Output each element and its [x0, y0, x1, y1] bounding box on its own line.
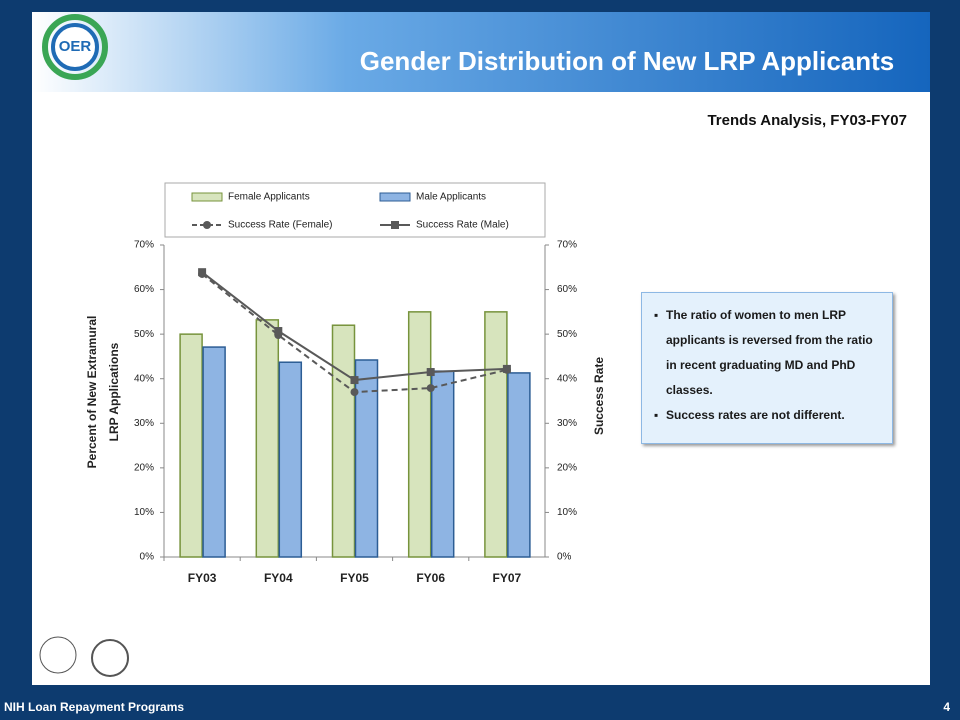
yticks-label: 30%: [134, 418, 154, 429]
legend-label: Female Applicants: [228, 192, 310, 203]
bar: [507, 372, 531, 558]
legend-swatch: [191, 192, 223, 202]
y2-axis-label: Success Rate: [592, 357, 606, 435]
yticks-label: 40%: [134, 373, 154, 384]
yticks-label: 20%: [134, 462, 154, 473]
bar: [179, 333, 203, 558]
legend-label: Success Rate (Male): [416, 220, 509, 231]
yticks-label: 0%: [140, 552, 155, 563]
slide-title: Gender Distribution of New LRP Applicant…: [360, 46, 895, 76]
y2ticks-label: 40%: [557, 373, 577, 384]
logo-text: OER: [59, 38, 92, 55]
bullet-box: The ratio of women to men LRP applicants…: [641, 292, 893, 444]
yticks-label: 60%: [134, 284, 154, 295]
hhs-logo: [39, 636, 77, 674]
x-tick-label: FY04: [264, 571, 293, 585]
x-tick-label: FY05: [340, 571, 369, 585]
bar: [255, 319, 280, 558]
bar: [354, 359, 379, 558]
subtitle: Trends Analysis, FY03-FY07: [707, 112, 907, 129]
bar: [202, 346, 226, 558]
y2ticks-label: 10%: [557, 507, 577, 518]
legend-swatch: [379, 192, 411, 202]
y2ticks-label: 70%: [557, 240, 577, 251]
bar: [484, 311, 508, 558]
yticks-label: 70%: [134, 240, 154, 251]
legend-marker: [203, 221, 211, 229]
header-bar: [32, 12, 930, 92]
legend-label: Male Applicants: [416, 192, 486, 203]
bullet: The ratio of women to men LRP applicants…: [654, 303, 880, 403]
y2ticks-label: 20%: [557, 462, 577, 473]
y-axis-label: Percent of New Extramural: [85, 316, 99, 469]
logo-core: [51, 23, 99, 71]
y2ticks-label: 30%: [557, 418, 577, 429]
footer: NIH Loan Repayment Programs: [4, 700, 184, 714]
bar: [278, 361, 303, 558]
legend-label: Success Rate (Female): [228, 220, 332, 231]
bullet: Success rates are not different.: [654, 403, 880, 428]
line-marker: [350, 388, 359, 397]
x-tick-label: FY06: [416, 571, 445, 585]
line-marker: [426, 384, 435, 393]
legend-box: [164, 182, 546, 238]
x-tick-label: FY07: [493, 571, 522, 585]
bar: [407, 311, 432, 558]
line-marker: [274, 327, 283, 336]
yticks-label: 10%: [134, 507, 154, 518]
page-number: 4: [943, 700, 950, 714]
y-axis-label: LRP Applications: [107, 342, 121, 441]
line-marker: [350, 376, 359, 385]
bar: [331, 324, 356, 558]
logo-ring: [42, 14, 108, 80]
line-marker: [502, 364, 511, 373]
y2ticks-label: 0%: [557, 552, 572, 563]
x-tick-label: FY03: [188, 571, 217, 585]
y2ticks-label: 50%: [557, 329, 577, 340]
nih-logo: [91, 639, 129, 677]
line-marker: [426, 368, 435, 377]
legend-marker: [391, 221, 399, 229]
y2ticks-label: 60%: [557, 284, 577, 295]
line-marker: [198, 268, 207, 277]
yticks-label: 50%: [134, 329, 154, 340]
bar: [430, 370, 455, 558]
